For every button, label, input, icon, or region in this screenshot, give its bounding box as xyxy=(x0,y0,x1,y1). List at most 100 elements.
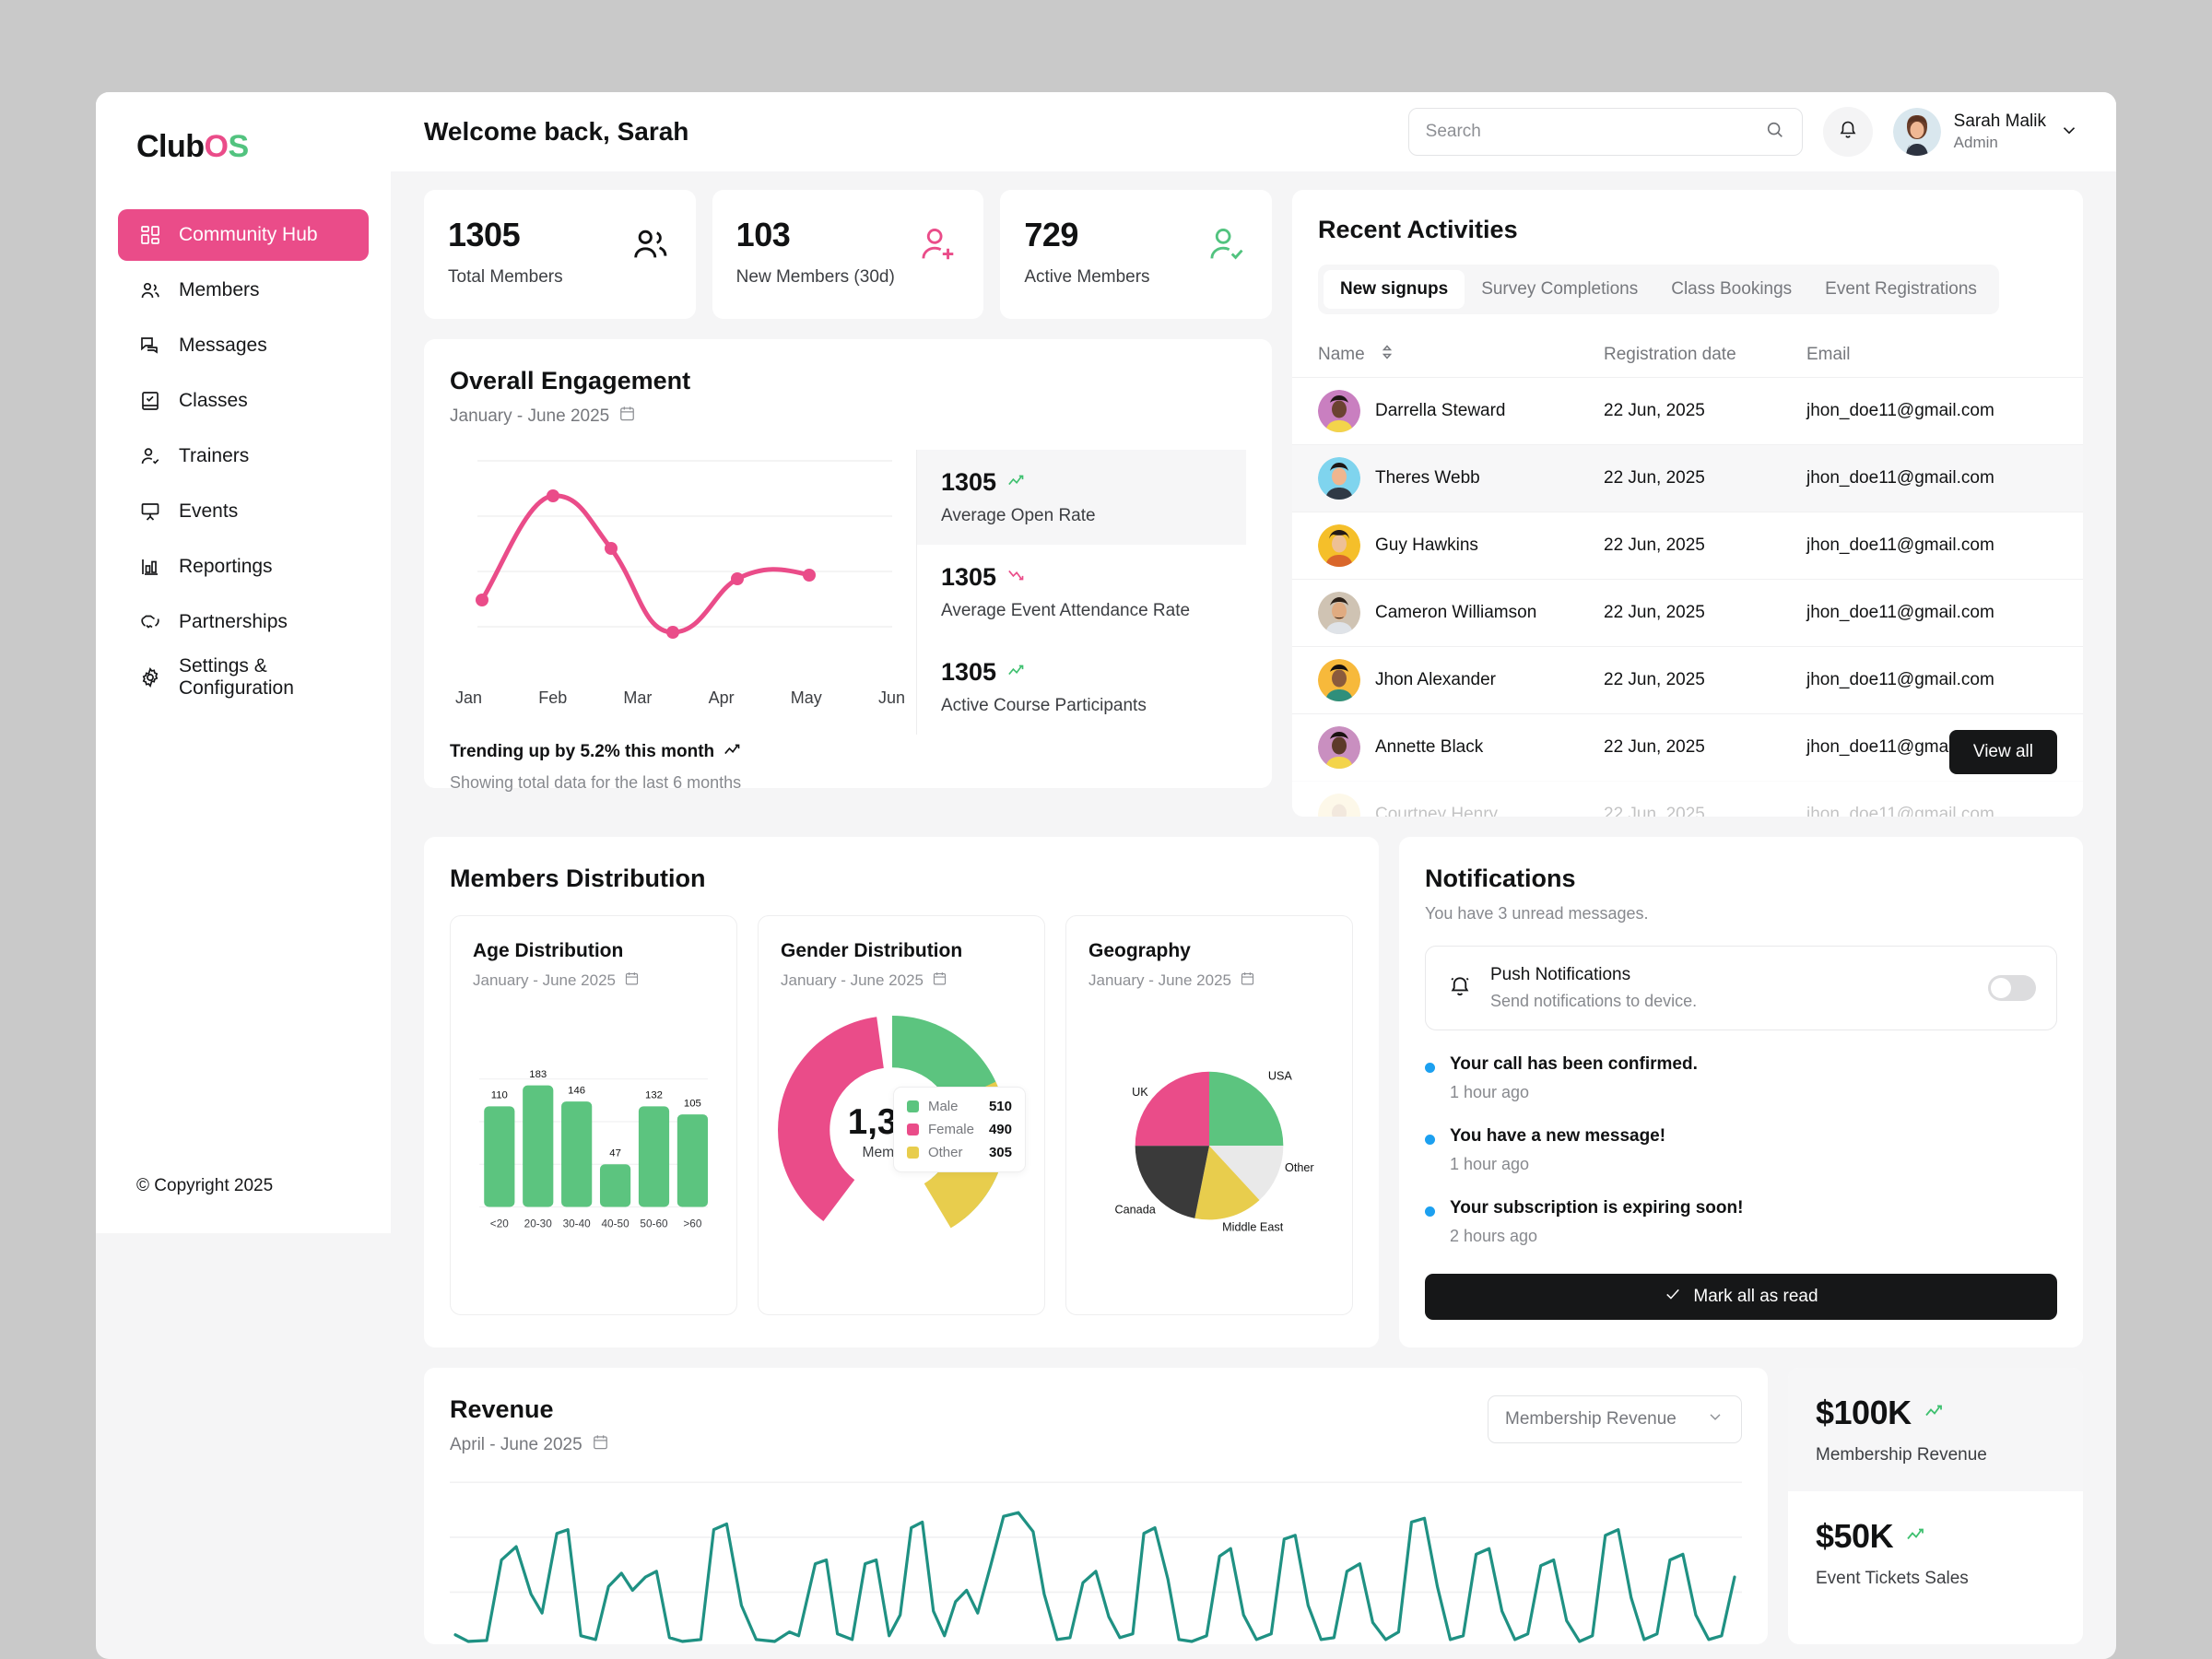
sidebar-item-classes[interactable]: Classes xyxy=(118,375,369,427)
trend-text: Trending up by 5.2% this month xyxy=(450,742,715,761)
tab-event-registrations[interactable]: Event Registrations xyxy=(1825,279,1977,299)
notifications-bell-button[interactable] xyxy=(1822,107,1873,157)
members-distribution-card: Members Distribution Age Distribution Ja… xyxy=(424,837,1379,1347)
calendar-icon[interactable] xyxy=(592,1433,609,1456)
distribution-charts: Age Distribution January - June 2025 xyxy=(450,915,1353,1315)
tab-new-signups[interactable]: New signups xyxy=(1324,270,1465,309)
cell-email: jhon_doe11@gmail.com xyxy=(1806,805,1994,817)
column-header-email: Email xyxy=(1806,345,1851,364)
sidebar-item-members[interactable]: Members xyxy=(118,265,369,316)
x-tick: May xyxy=(790,688,822,707)
metric-value: 1305 xyxy=(941,563,997,591)
calendar-icon[interactable] xyxy=(932,971,947,991)
search-box[interactable] xyxy=(1407,108,1803,156)
metric-label: Average Event Attendance Rate xyxy=(941,601,1191,620)
sidebar-item-partnerships[interactable]: Partnerships xyxy=(118,596,369,648)
cell-name: Guy Hawkins xyxy=(1375,535,1478,555)
sidebar-item-settings[interactable]: Settings & Configuration xyxy=(118,652,369,703)
tab-class-bookings[interactable]: Class Bookings xyxy=(1671,279,1793,299)
notification-time: 1 hour ago xyxy=(1450,1083,1530,1101)
notification-title: You have a new message! xyxy=(1450,1126,1666,1146)
view-all-button[interactable]: View all xyxy=(1948,730,2057,774)
stat-value: 729 xyxy=(1024,216,1078,253)
calendar-icon[interactable] xyxy=(624,971,640,991)
engagement-line-chart: Jan Feb Mar Apr May Jun xyxy=(450,450,911,735)
avatar xyxy=(1318,726,1360,769)
engagement-period: January - June 2025 xyxy=(450,406,610,426)
cell-date: 22 Jun, 2025 xyxy=(1604,603,1705,622)
legend-swatch-female xyxy=(906,1124,919,1135)
avatar xyxy=(1892,108,1941,156)
metric-value: 1305 xyxy=(941,658,997,686)
stat-value: 1305 xyxy=(448,216,521,253)
revenue-header: Revenue April - June 2025 Membership Rev… xyxy=(450,1395,1742,1456)
stat-label: New Members (30d) xyxy=(735,267,895,287)
reportings-icon xyxy=(138,555,162,579)
tab-survey-completions[interactable]: Survey Completions xyxy=(1481,279,1639,299)
cell-name: Jhon Alexander xyxy=(1375,670,1496,689)
calendar-icon[interactable] xyxy=(618,405,636,428)
mark-all-label: Mark all as read xyxy=(1693,1287,1818,1306)
revenue-filter-select[interactable]: Membership Revenue xyxy=(1488,1395,1742,1443)
engagement-title: Overall Engagement xyxy=(450,367,691,394)
sidebar-item-label: Messages xyxy=(179,335,267,356)
cell-name: Theres Webb xyxy=(1375,468,1480,488)
table-row[interactable]: Cameron Williamson 22 Jun, 2025 jhon_doe… xyxy=(1292,579,2083,646)
sort-icon[interactable] xyxy=(1380,343,1394,367)
sidebar-item-reportings[interactable]: Reportings xyxy=(118,541,369,593)
search-input[interactable] xyxy=(1425,122,1765,142)
table-row[interactable]: Courtney Henry 22 Jun, 2025 jhon_doe11@g… xyxy=(1292,781,2083,817)
gender-legend: Male 510 Female 490 xyxy=(892,1087,1026,1172)
user-menu[interactable]: Sarah Malik Admin xyxy=(1892,108,2079,156)
column-header-name[interactable]: Name xyxy=(1318,343,1604,367)
geography-title: Geography xyxy=(1088,940,1191,961)
push-subtitle: Send notifications to device. xyxy=(1490,992,1698,1010)
user-plus-icon xyxy=(917,223,959,265)
gender-distribution-period: January - June 2025 xyxy=(781,971,924,989)
avatar xyxy=(1318,390,1360,432)
metric-label: Active Course Participants xyxy=(941,696,1147,715)
metric-value: 1305 xyxy=(941,468,997,496)
cell-date: 22 Jun, 2025 xyxy=(1604,401,1705,420)
chevron-down-icon xyxy=(1706,1407,1724,1431)
push-notifications-toggle[interactable] xyxy=(1988,975,2036,1001)
calendar-icon[interactable] xyxy=(1240,971,1255,991)
cell-email: jhon_doe11@gmail.com xyxy=(1806,401,1994,420)
sidebar-item-messages[interactable]: Messages xyxy=(118,320,369,371)
stat-label: Total Members xyxy=(448,267,563,287)
trend-up-icon xyxy=(724,742,744,762)
notifications-title: Notifications xyxy=(1425,865,1576,892)
table-row[interactable]: Darrella Steward 22 Jun, 2025 jhon_doe11… xyxy=(1292,377,2083,444)
trainers-icon xyxy=(138,444,162,468)
activities-title: Recent Activities xyxy=(1318,216,1518,243)
messages-icon xyxy=(138,334,162,358)
gender-donut-wrap: 1,305 Members Male 510 xyxy=(778,1015,1026,1245)
notification-item[interactable]: Your subscription is expiring soon! 2 ho… xyxy=(1425,1198,2057,1246)
notifications-subtitle: You have 3 unread messages. xyxy=(1425,904,1649,923)
logo[interactable]: ClubOS xyxy=(96,92,391,165)
notification-item[interactable]: You have a new message! 1 hour ago xyxy=(1425,1126,2057,1174)
sidebar-item-label: Events xyxy=(179,500,239,522)
sidebar-item-trainers[interactable]: Trainers xyxy=(118,430,369,482)
table-row[interactable]: Guy Hawkins 22 Jun, 2025 jhon_doe11@gmai… xyxy=(1292,512,2083,579)
age-distribution-title: Age Distribution xyxy=(473,940,624,961)
stat-card-active-members: 729 Active Members xyxy=(1000,190,1273,319)
table-row[interactable]: Annette Black 22 Jun, 2025 jhon_doe11@gm… xyxy=(1292,713,2083,781)
mark-all-as-read-button[interactable]: Mark all as read xyxy=(1425,1274,2057,1320)
table-row[interactable]: Theres Webb 22 Jun, 2025 jhon_doe11@gmai… xyxy=(1292,444,2083,512)
table-header-row: Name Registration date Email Location xyxy=(1292,333,2083,377)
table-row[interactable]: Jhon Alexander 22 Jun, 2025 jhon_doe11@g… xyxy=(1292,646,2083,713)
sidebar-nav: Community Hub Members Messages Classes T… xyxy=(96,209,391,703)
avatar xyxy=(1318,794,1360,817)
notification-item[interactable]: Your call has been confirmed. 1 hour ago xyxy=(1425,1054,2057,1102)
sidebar-item-label: Reportings xyxy=(179,556,273,577)
engagement-svg xyxy=(476,460,892,639)
age-distribution-period: January - June 2025 xyxy=(473,971,616,989)
sidebar-item-community-hub[interactable]: Community Hub xyxy=(118,209,369,261)
geography-period-row: January - June 2025 xyxy=(1088,971,1330,991)
trend-up-icon xyxy=(1906,1526,1928,1547)
sidebar-item-events[interactable]: Events xyxy=(118,486,369,537)
push-notifications-row: Push Notifications Send notifications to… xyxy=(1425,946,2057,1030)
gender-distribution-title: Gender Distribution xyxy=(781,940,963,961)
sidebar-item-label: Partnerships xyxy=(179,611,288,632)
